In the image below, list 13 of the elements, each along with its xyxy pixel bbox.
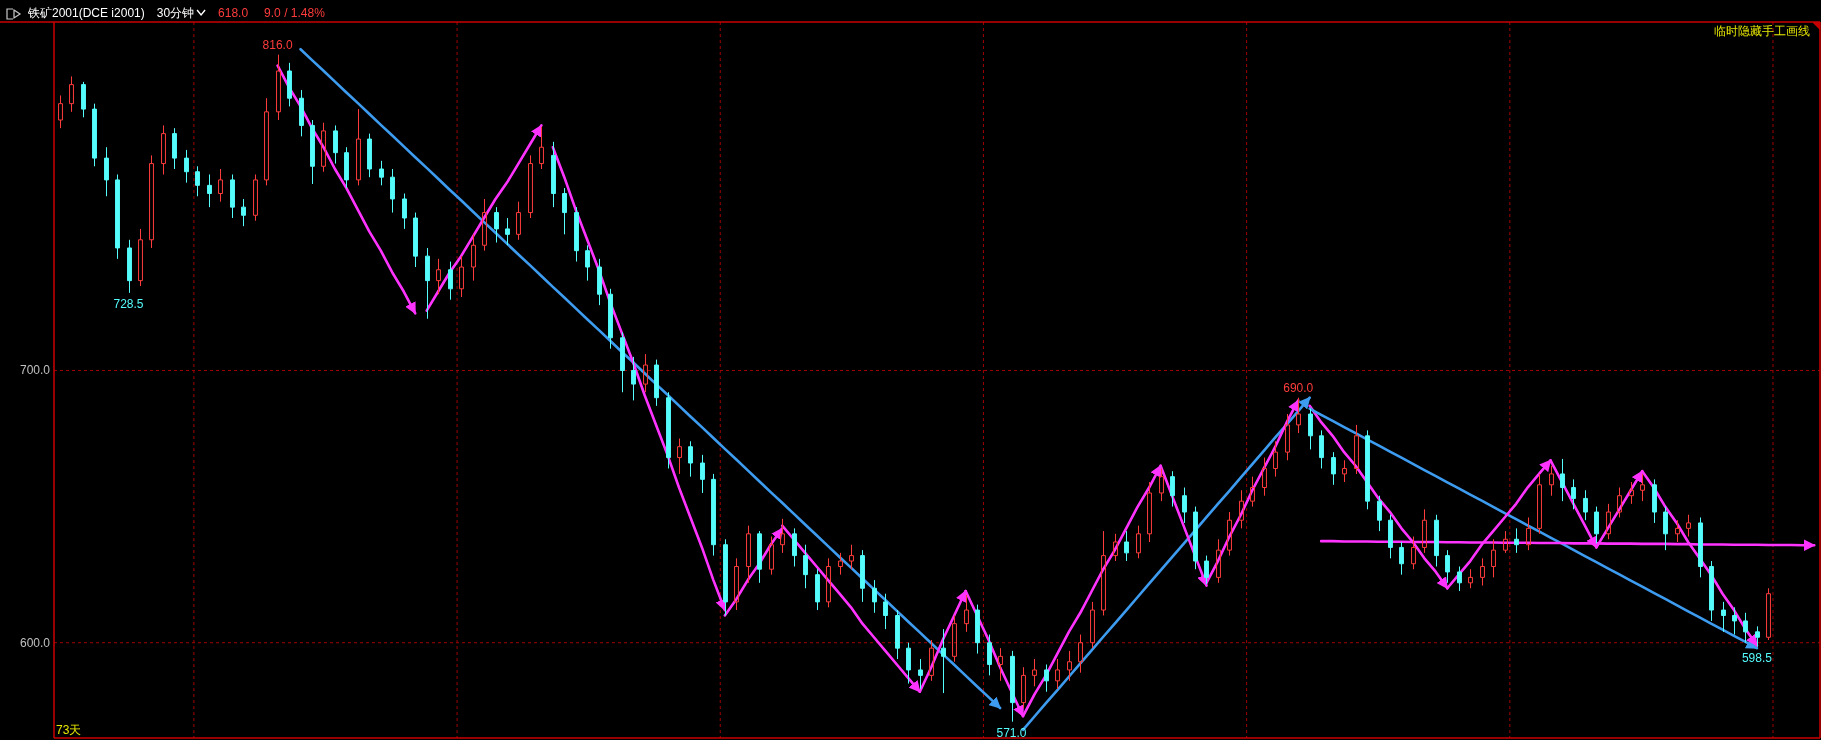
ytick-label: 700.0 [19,363,50,378]
header-note: 9.0 / 1.48% [264,6,325,20]
subtitle: 30分钟 [156,6,195,20]
price-label: 571.0 [996,725,1027,740]
price-label: 690.0 [1283,380,1314,395]
note: 临时隐藏手工画线 [1714,24,1810,38]
note: 73天 [56,723,82,737]
price-label: 816.0 [262,37,293,52]
ytick-label: 600.0 [19,635,50,650]
price-label: 598.5 [1741,650,1772,665]
header-note: 618.0 [218,6,249,20]
title: 铁矿2001(DCE i2001) [28,6,145,20]
price-label: 728.5 [113,296,144,311]
